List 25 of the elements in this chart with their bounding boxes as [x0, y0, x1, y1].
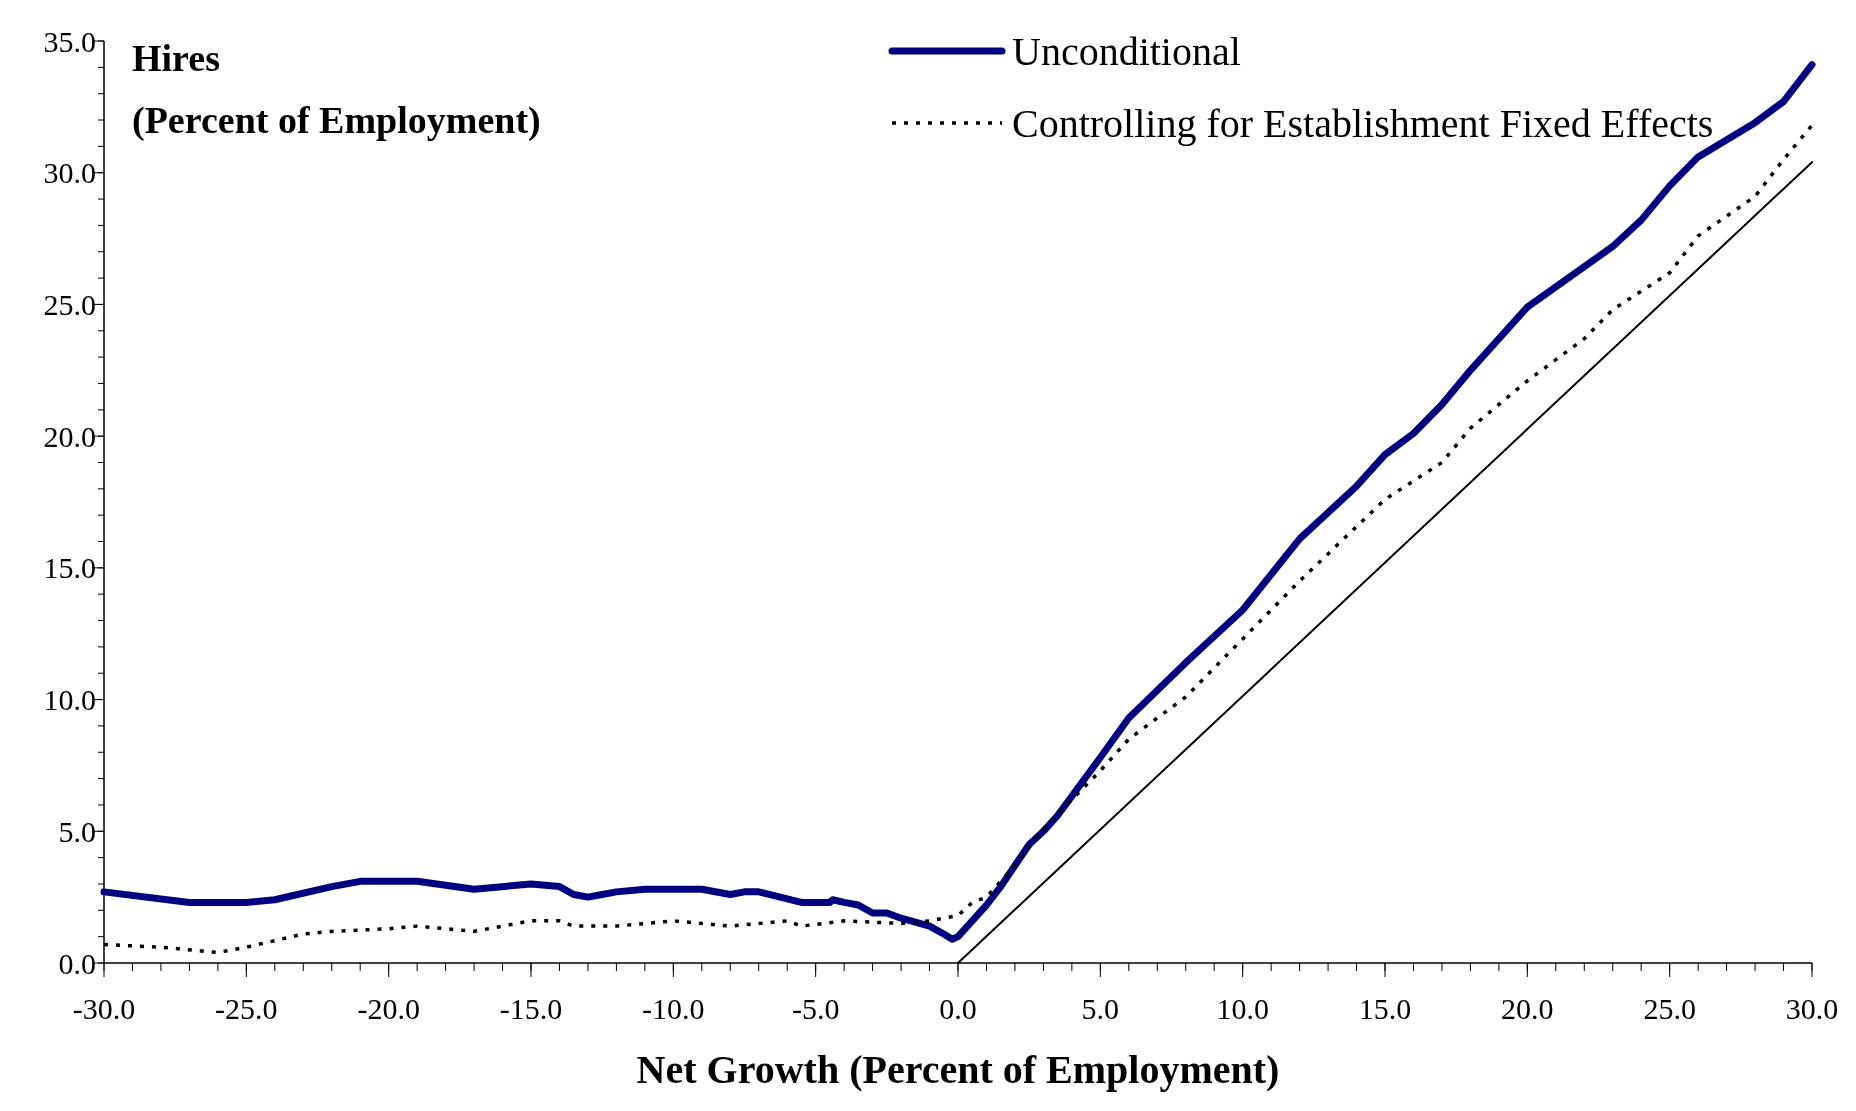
x-tick-label: 10.0	[1216, 992, 1269, 1025]
x-tick-label: 20.0	[1501, 992, 1554, 1025]
x-tick-label: -15.0	[499, 992, 563, 1025]
x-tick-label: 25.0	[1643, 992, 1696, 1025]
y-tick-label: 10.0	[43, 683, 96, 717]
x-tick-label: -5.0	[791, 992, 840, 1025]
y-axis-title: Hires (Percent of Employment)	[132, 37, 541, 142]
y-tick-label: 15.0	[43, 551, 96, 585]
x-tick-label: -30.0	[72, 992, 136, 1025]
y-tick-label: 0.0	[58, 946, 96, 980]
x-axis-title: Net Growth (Percent of Employment)	[636, 1047, 1280, 1092]
legend-label: Unconditional	[1012, 29, 1241, 74]
x-tick-label: 15.0	[1358, 992, 1412, 1025]
x-tick-label: 30.0	[1785, 992, 1839, 1025]
x-tick-label: -10.0	[642, 992, 705, 1025]
y-tick-label: 20.0	[43, 419, 96, 453]
y-tick-label: 35.0	[43, 24, 96, 58]
x-tick-label: 5.0	[1081, 992, 1120, 1025]
y-tick-label: 5.0	[58, 814, 96, 848]
y-tick-label: 25.0	[43, 287, 96, 321]
x-tick-label: -25.0	[215, 992, 278, 1025]
x-tick-label: -20.0	[357, 992, 420, 1025]
legend-label: Controlling for Establishment Fixed Effects	[1012, 101, 1714, 146]
x-tick-label: 0.0	[939, 992, 977, 1025]
y-tick-label: 30.0	[43, 156, 96, 190]
